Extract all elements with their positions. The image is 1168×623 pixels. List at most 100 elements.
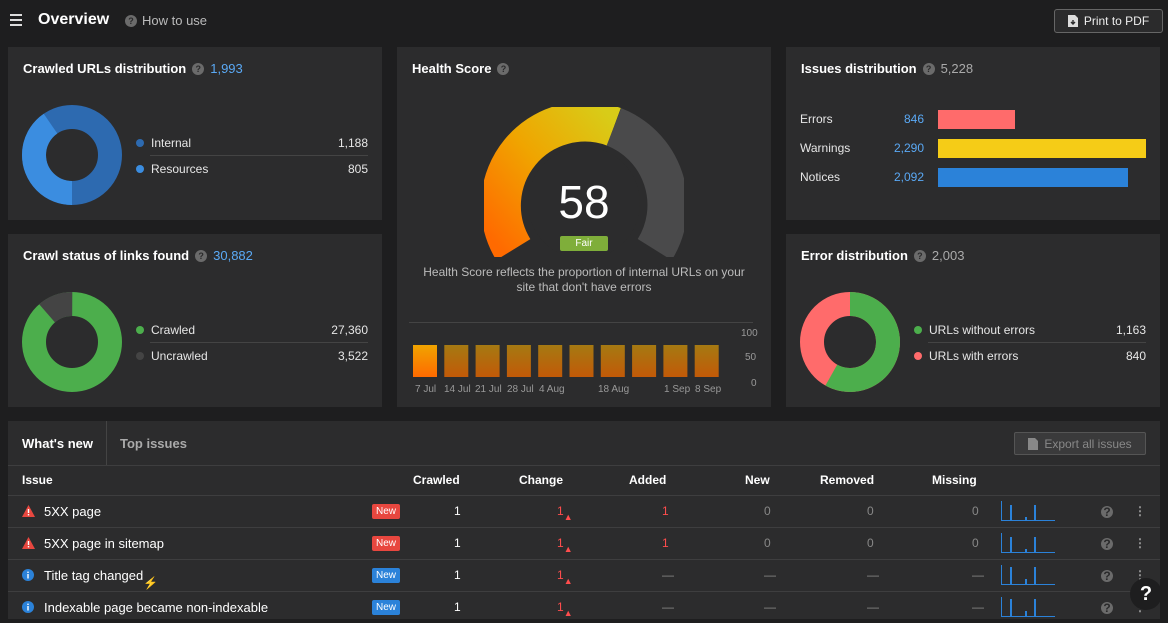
table-row[interactable]: Title tag changed ⚡ New 1 1 ▲ — — — —? ⋮ xyxy=(8,559,1160,591)
added-value: — xyxy=(662,568,674,582)
help-chat-button[interactable]: ? xyxy=(1130,578,1162,610)
trend-sparkline xyxy=(1001,533,1055,553)
col-crawled[interactable]: Crawled xyxy=(413,473,460,487)
more-options-icon[interactable]: ⋮ xyxy=(1134,536,1146,550)
status-total[interactable]: 30,882 xyxy=(213,248,253,263)
new-value: 0 xyxy=(764,504,771,518)
card-title: Error distribution xyxy=(801,248,908,263)
health-history-bar[interactable] xyxy=(413,345,437,377)
new-badge: New xyxy=(372,568,401,583)
removed-value: 0 xyxy=(867,536,874,550)
health-history-bar[interactable] xyxy=(600,345,625,377)
table-row[interactable]: Indexable page became non-indexable New 1 1… xyxy=(8,591,1160,623)
help-icon[interactable]: ? xyxy=(1101,601,1113,615)
missing-value: 0 xyxy=(972,536,979,550)
tab-top-issues[interactable]: Top issues xyxy=(120,435,187,451)
issues-table-panel: What's new Top issues Export all issues … xyxy=(8,421,1160,619)
notices-row[interactable]: Notices 2,092 xyxy=(800,167,1150,187)
legend-uncrawled: Uncrawled 3,522 xyxy=(136,349,368,363)
error-icon xyxy=(22,505,35,517)
card-title: Crawl status of links found xyxy=(23,248,190,263)
health-history-chart xyxy=(413,345,719,377)
help-icon[interactable]: ? xyxy=(1101,537,1113,551)
export-all-issues-button[interactable]: Export all issues xyxy=(1014,432,1146,455)
crawled-value: 1 xyxy=(454,568,461,582)
crawled-donut xyxy=(22,105,122,205)
help-icon[interactable]: ? xyxy=(192,62,205,75)
help-icon[interactable]: ? xyxy=(913,249,926,262)
added-value: 1 xyxy=(662,504,669,518)
export-icon xyxy=(1028,437,1039,450)
help-icon[interactable]: ? xyxy=(195,249,208,262)
health-history-bar[interactable] xyxy=(663,345,688,377)
pdf-file-icon xyxy=(1067,15,1078,27)
new-value: — xyxy=(764,568,776,582)
col-removed[interactable]: Removed xyxy=(820,473,875,487)
x-tick-label: 28 Jul xyxy=(507,384,534,395)
health-history-bar[interactable] xyxy=(506,345,531,377)
health-history-bar[interactable] xyxy=(475,345,500,377)
change-value: 1 ▲ xyxy=(557,568,573,586)
crawled-value: 1 xyxy=(454,504,461,518)
hamburger-icon[interactable] xyxy=(10,14,22,26)
help-icon[interactable]: ? xyxy=(1101,569,1113,583)
tab-whats-new[interactable]: What's new xyxy=(8,421,107,465)
col-added[interactable]: Added xyxy=(629,473,667,487)
col-issue[interactable]: Issue xyxy=(22,473,53,487)
help-icon[interactable]: ? xyxy=(922,62,935,75)
crawl-status-donut xyxy=(22,292,122,392)
card-title: Crawled URLs distribution xyxy=(23,61,187,76)
legend-with-errors: URLs with errors 840 xyxy=(914,349,1146,363)
crawled-total[interactable]: 1,993 xyxy=(210,61,243,76)
col-missing[interactable]: Missing xyxy=(932,473,977,487)
warnings-bar xyxy=(938,138,1146,158)
health-history-bar[interactable] xyxy=(632,345,657,377)
issues-total: 5,228 xyxy=(940,61,974,76)
how-to-use-link[interactable]: ? How to use xyxy=(125,13,207,28)
error-icon xyxy=(22,537,35,549)
issue-name[interactable]: Title tag changed ⚡ xyxy=(44,568,159,590)
missing-value: — xyxy=(972,568,984,582)
col-change[interactable]: Change xyxy=(519,473,564,487)
crawled-value: 1 xyxy=(454,536,461,550)
health-history-bar[interactable] xyxy=(694,345,719,377)
y-tick: 0 xyxy=(751,378,757,389)
help-icon[interactable]: ? xyxy=(1101,505,1113,519)
missing-value: 0 xyxy=(972,504,979,518)
errors-row[interactable]: Errors 846 xyxy=(800,109,1150,129)
table-row[interactable]: 5XX page in sitemap New 1 1 ▲ 1 0 0 0? ⋮ xyxy=(8,527,1160,559)
x-tick-label: 14 Jul xyxy=(444,384,471,395)
y-tick: 100 xyxy=(741,328,758,339)
new-value: 0 xyxy=(764,536,771,550)
x-tick-label: 7 Jul xyxy=(415,384,437,395)
info-icon xyxy=(22,601,34,613)
y-tick: 50 xyxy=(745,352,757,363)
print-to-pdf-button[interactable]: Print to PDF xyxy=(1054,9,1163,33)
removed-value: 0 xyxy=(867,504,874,518)
header: Overview ? How to use Print to PDF xyxy=(0,0,1168,42)
missing-value: — xyxy=(972,600,984,614)
up-arrow-icon: ▲ xyxy=(563,576,573,586)
col-new[interactable]: New xyxy=(745,473,770,487)
trend-sparkline xyxy=(1001,597,1055,617)
issue-name[interactable]: Indexable page became non-indexable xyxy=(44,600,269,615)
errors-bar xyxy=(938,109,1015,129)
table-row[interactable]: 5XX page New 1 1 ▲ 1 0 0 0? ⋮ xyxy=(8,495,1160,527)
trend-sparkline xyxy=(1001,501,1055,521)
error-total: 2,003 xyxy=(931,248,965,263)
new-value: — xyxy=(764,600,776,614)
new-badge: New xyxy=(372,536,401,551)
issue-name[interactable]: 5XX page xyxy=(44,504,102,519)
help-icon[interactable]: ? xyxy=(497,62,510,75)
health-score-value: 58 xyxy=(558,176,610,228)
health-history-bar[interactable] xyxy=(444,345,469,377)
more-options-icon[interactable]: ⋮ xyxy=(1134,504,1146,518)
x-tick-label: 8 Sep xyxy=(695,384,722,395)
health-history-bar[interactable] xyxy=(538,345,563,377)
health-description: Health Score reflects the proportion of … xyxy=(423,265,745,294)
change-value: 1 ▲ xyxy=(557,504,573,522)
up-arrow-icon: ▲ xyxy=(563,608,573,618)
health-history-bar[interactable] xyxy=(569,345,594,377)
warnings-row[interactable]: Warnings 2,290 xyxy=(800,138,1150,158)
issue-name[interactable]: 5XX page in sitemap xyxy=(44,536,164,551)
